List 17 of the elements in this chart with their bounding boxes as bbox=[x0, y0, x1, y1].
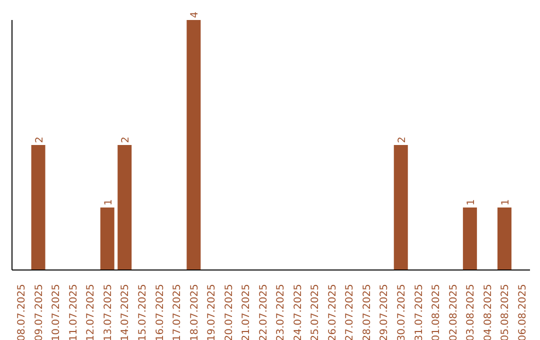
x-tick-label: 10.07.2025 bbox=[51, 284, 62, 340]
x-tick-label: 11.07.2025 bbox=[68, 284, 80, 340]
x-tick-label: 14.07.2025 bbox=[120, 284, 132, 340]
data-label: 2 bbox=[396, 136, 408, 143]
x-tick-label: 17.07.2025 bbox=[172, 284, 184, 340]
data-label: 1 bbox=[103, 199, 114, 206]
data-label: 2 bbox=[120, 136, 132, 143]
x-tick-label: 12.07.2025 bbox=[86, 284, 97, 340]
data-label: 1 bbox=[500, 199, 512, 206]
x-tick-label: 19.07.2025 bbox=[206, 284, 218, 340]
x-tick-label: 18.07.2025 bbox=[189, 284, 200, 340]
data-label: 2 bbox=[34, 136, 46, 143]
x-tick-label: 16.07.2025 bbox=[154, 284, 166, 340]
x-tick-label: 13.07.2025 bbox=[102, 284, 114, 340]
data-label: 4 bbox=[190, 12, 201, 18]
x-tick-label: 15.07.2025 bbox=[138, 284, 148, 340]
data-label: 1 bbox=[466, 199, 477, 206]
